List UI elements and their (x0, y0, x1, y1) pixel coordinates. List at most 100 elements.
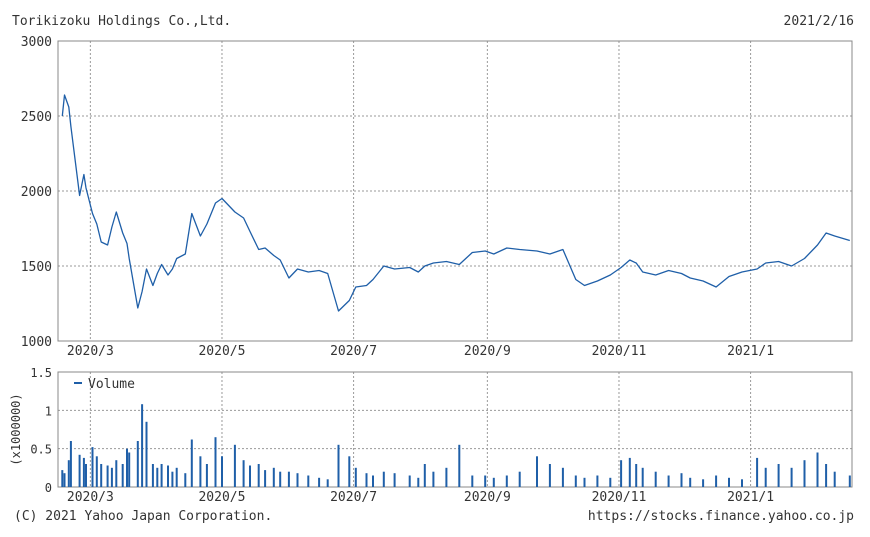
y-tick-label-4: 3000 (21, 35, 52, 50)
volume-bar (287, 471, 290, 487)
company-name: Torikizoku Holdings Co.,Ltd. (12, 14, 232, 29)
volume-bar (348, 456, 351, 487)
x-tick-label-5: 2021/1 (727, 490, 774, 505)
volume-bar (61, 470, 64, 487)
x-tick-label-2: 2020/7 (330, 490, 377, 505)
volume-bar (78, 454, 81, 487)
volume-bar (583, 477, 586, 487)
x-tick-label-1: 2020/5 (198, 344, 245, 359)
volume-bar (790, 467, 793, 487)
volume-bar (777, 464, 780, 487)
volume-bar (432, 471, 435, 487)
x-tick-label-1: 2020/5 (198, 490, 245, 505)
volume-bar (596, 475, 599, 487)
volume-bar (667, 475, 670, 487)
volume-bar (825, 464, 828, 487)
volume-bar (803, 460, 806, 487)
x-tick-label-4: 2020/11 (592, 344, 647, 359)
volume-bar (548, 464, 551, 487)
y-tick-label-0: 1000 (21, 335, 52, 350)
volume-bar (408, 475, 411, 487)
volume-bar (318, 477, 321, 487)
volume-bar (156, 467, 159, 487)
y-tick-label-0: 0 (45, 481, 52, 495)
as-of-date: 2021/2/16 (783, 14, 854, 29)
volume-bar (100, 464, 103, 487)
volume-bar (221, 456, 223, 487)
volume-bar (372, 475, 374, 487)
volume-bar (264, 470, 267, 487)
volume-bar (445, 467, 448, 487)
y-tick-label-2: 1 (45, 404, 52, 418)
volume-bar (417, 477, 420, 487)
volume-bar (492, 477, 495, 487)
volume-bar (121, 464, 124, 487)
volume-bar (145, 421, 148, 487)
volume-bar (702, 479, 705, 487)
volume-bar (257, 464, 260, 487)
price-series-line (61, 94, 850, 312)
volume-bar (609, 477, 612, 487)
volume-bar (175, 467, 178, 487)
volume-bar (171, 471, 174, 487)
volume-bar (160, 464, 163, 487)
volume-bar (641, 467, 644, 487)
volume-bar (654, 471, 657, 487)
volume-bar (326, 479, 329, 487)
volume-bar (279, 471, 282, 487)
volume-bar (242, 460, 245, 487)
volume-bar (233, 444, 236, 487)
volume-bar (91, 447, 94, 487)
volume-bar (85, 464, 87, 487)
price-panel: 2020/3 2020/5 2020/7 2020/9 2020/11 2021/1 100… (21, 35, 853, 359)
volume-bar (574, 475, 577, 487)
plot-frame (57, 371, 853, 488)
volume-bar (518, 471, 521, 487)
volume-bar (833, 471, 836, 487)
y-tick-label-2: 2000 (21, 185, 52, 200)
x-tick-label-3: 2020/9 (464, 490, 511, 505)
volume-bar (382, 471, 385, 487)
copyright-text: (C) 2021 Yahoo Japan Corporation. (14, 509, 273, 524)
volume-unit-label: (x1000000) (9, 393, 23, 465)
x-tick-label-0: 2020/3 (67, 344, 114, 359)
volume-bar (764, 467, 767, 487)
volume-bar (67, 460, 70, 487)
volume-bar (628, 457, 631, 487)
volume-bar (354, 467, 357, 487)
volume-bar (167, 465, 169, 487)
volume-legend: Volume (74, 377, 135, 392)
volume-bar (190, 439, 193, 487)
volume-bar (128, 452, 131, 487)
volume-bar (63, 473, 66, 487)
volume-bar (741, 479, 743, 487)
volume-bar (272, 467, 275, 487)
y-tick-label-3: 1.5 (30, 366, 52, 380)
volume-bar (505, 475, 508, 487)
x-tick-label-2: 2020/7 (330, 344, 377, 359)
volume-bar (680, 473, 683, 487)
volume-bar (337, 444, 340, 487)
volume-bar (620, 460, 623, 487)
volume-bar (715, 475, 718, 487)
volume-bar (69, 441, 72, 487)
legend-label-volume: Volume (88, 377, 135, 392)
volume-bar (307, 475, 310, 487)
source-url[interactable]: https://stocks.finance.yahoo.co.jp (587, 509, 854, 524)
volume-bar (689, 477, 692, 487)
volume-bar (106, 465, 109, 487)
x-tick-label-5: 2021/1 (727, 344, 774, 359)
plot-frame (57, 40, 853, 342)
x-tick-label-4: 2020/11 (592, 490, 647, 505)
volume-bar (756, 457, 759, 487)
volume-bar (471, 475, 474, 487)
volume-bar (141, 404, 144, 487)
volume-bar (126, 448, 128, 487)
y-tick-label-1: 1500 (21, 260, 52, 275)
x-tick-label-3: 2020/9 (464, 344, 511, 359)
volume-bar (136, 441, 139, 487)
volume-bar (214, 437, 217, 487)
volume-panel: 2020/3 2020/5 2020/7 2020/9 2020/11 2021/1 0 0.… (9, 366, 853, 505)
volume-bar (728, 477, 730, 487)
